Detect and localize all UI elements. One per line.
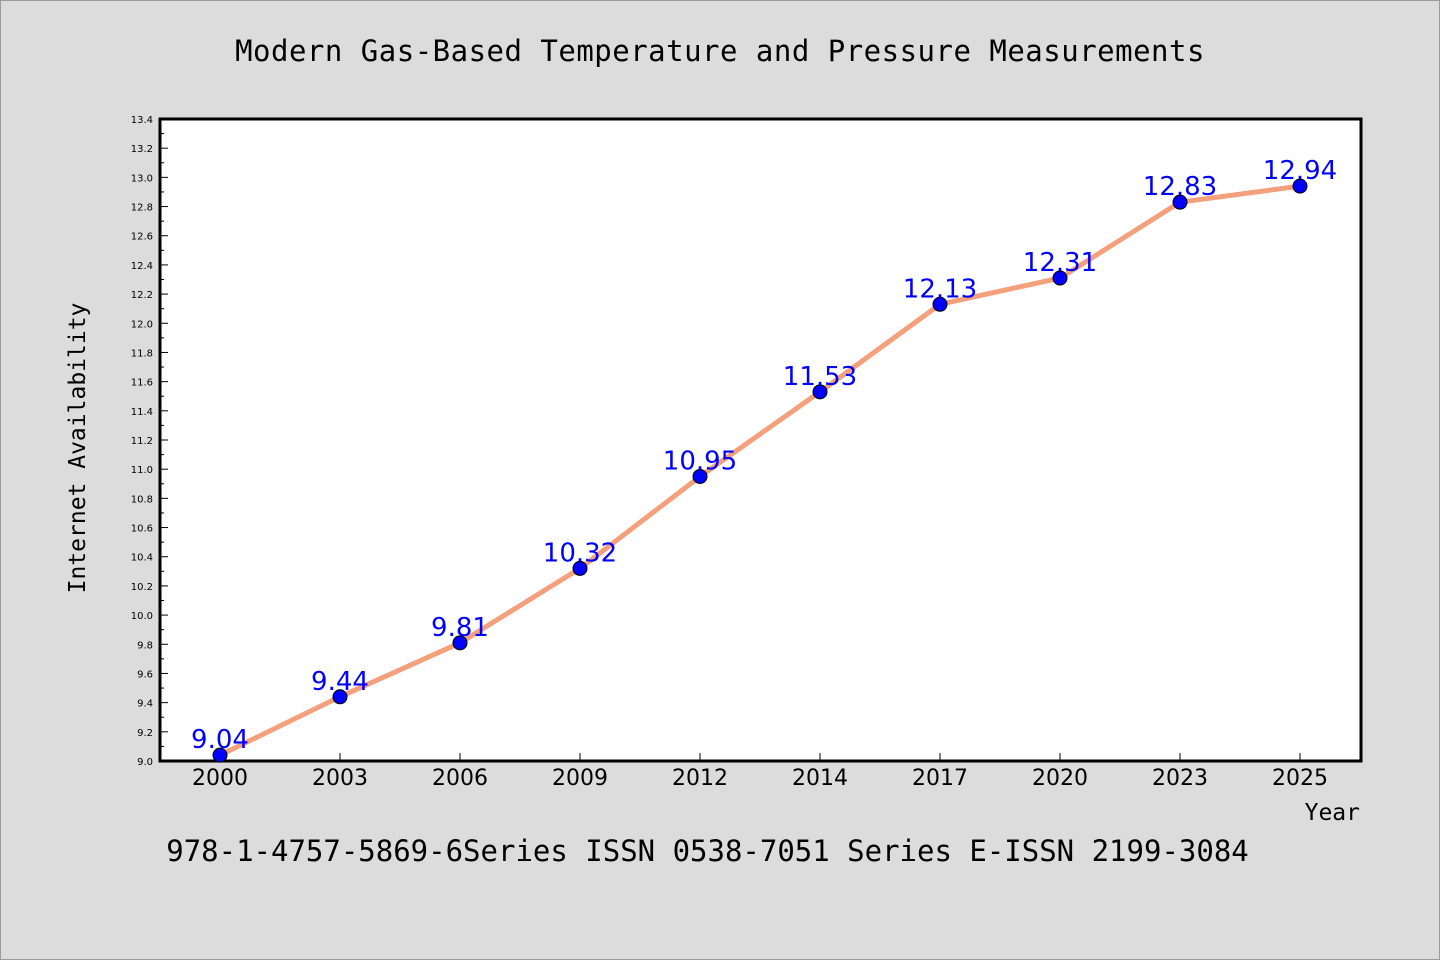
data-label: 9.81 [431,613,489,643]
y-tick-label: 10.8 [131,494,153,505]
x-axis: 2000 2003 2006 2009 2012 2014 2017 2020 2023 2025 [192,753,1328,791]
series-line [217,183,1303,758]
x-tick-label: 2014 [792,766,848,791]
data-point [1172,194,1188,210]
data-point [332,689,348,705]
data-labels: 9.04 9.44 9.81 10.32 10.95 11.53 12.13 12.31 12.… [191,156,1337,755]
data-label: 10.32 [543,538,617,568]
x-tick-label: 2003 [312,766,368,791]
y-tick-label: 12.4 [131,261,153,272]
y-axis: 9.0 9.2 9.4 9.6 9.8 10.0 10.2 10.4 10.6 10.8 11.0 1… [131,115,168,768]
data-point [1292,178,1308,194]
y-tick-label: 9.6 [137,669,153,680]
y-tick-label: 11.6 [131,378,153,389]
x-tick-label: 2012 [672,766,728,791]
data-label: 12.94 [1263,156,1337,186]
data-point [932,296,948,312]
x-tick-label: 2025 [1272,766,1328,791]
data-point [692,468,708,484]
x-tick-label: 2017 [912,766,968,791]
y-tick-label: 13.0 [131,173,153,184]
plot-area [158,117,1363,763]
data-label: 10.95 [663,446,737,476]
y-tick-label: 12.0 [131,319,153,330]
series-markers [212,178,1308,763]
y-tick-label: 11.2 [131,436,153,447]
x-tick-label: 2000 [192,766,248,791]
y-tick-label: 9.8 [137,640,153,651]
y-tick-label: 13.2 [131,144,153,155]
y-tick-label: 11.8 [131,348,153,359]
y-tick-label: 9.2 [137,728,153,739]
y-tick-label: 12.8 [131,203,153,214]
y-tick-label: 11.0 [131,465,153,476]
y-tick-label: 9.4 [137,699,153,710]
data-point [452,635,468,651]
data-point [572,560,588,576]
data-label: 12.31 [1023,248,1097,278]
data-point [1052,270,1068,286]
series-polyline [217,183,1303,758]
chart-title: Modern Gas-Based Temperature and Pressur… [235,34,1205,68]
data-label: 12.13 [903,274,977,304]
footer-text: 978-1-4757-5869-6Series ISSN 0538-7051 S… [166,834,1249,868]
y-tick-label: 11.4 [131,407,153,418]
x-tick-label: 2006 [432,766,488,791]
data-point [212,747,228,763]
y-tick-label: 10.2 [131,582,153,593]
y-axis-label: Internet Availability [65,303,91,594]
data-label: 12.83 [1143,172,1217,202]
x-tick-label: 2023 [1152,766,1208,791]
y-tick-label: 12.2 [131,290,153,301]
data-point [812,384,828,400]
y-tick-label: 10.6 [131,524,153,535]
y-tick-label: 12.6 [131,232,153,243]
data-label: 9.04 [191,725,249,755]
x-tick-label: 2020 [1032,766,1088,791]
y-tick-label: 10.4 [131,553,153,564]
y-tick-label: 10.0 [131,611,153,622]
y-tick-label: 13.4 [131,115,153,126]
data-label: 9.44 [311,667,369,697]
x-tick-label: 2009 [552,766,608,791]
x-axis-label: Year [1305,800,1360,826]
y-tick-label: 9.0 [137,757,153,768]
data-label: 11.53 [783,362,857,392]
